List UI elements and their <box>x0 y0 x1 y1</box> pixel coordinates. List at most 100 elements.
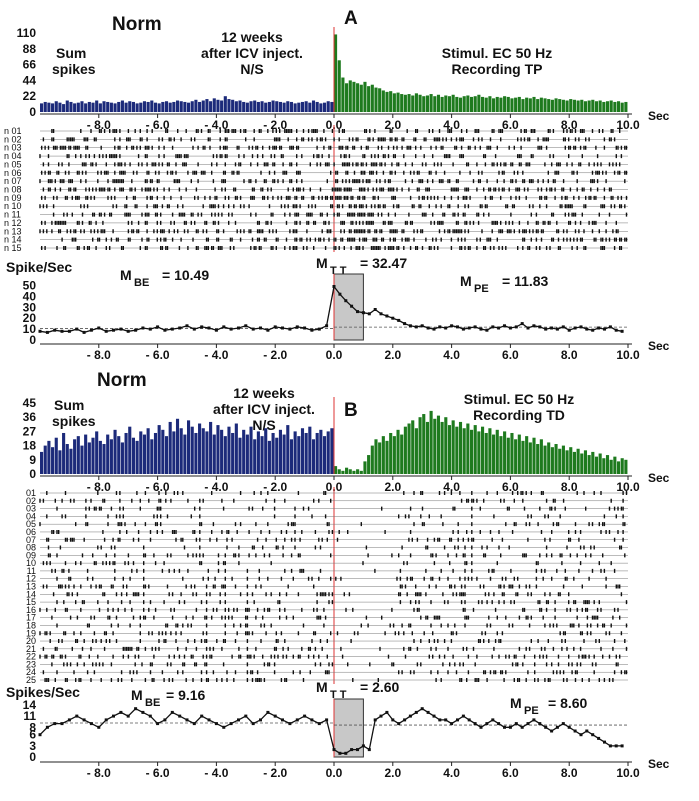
hist-bar-pre <box>209 101 213 112</box>
hist-bar-pre <box>157 103 161 112</box>
hist-bar-post <box>433 418 437 474</box>
hist-bar-post <box>503 431 507 474</box>
hist-bar-pre <box>300 101 305 112</box>
x-tick-label: 4.0 <box>443 480 460 494</box>
x-tick-label: 10.0 <box>616 766 640 780</box>
raster-spike-train <box>41 145 628 150</box>
panel-b-rate-plot <box>38 698 628 758</box>
hist-bar-post <box>598 100 602 112</box>
hist-bar-pre <box>264 428 268 474</box>
x-tick-label: 10.0 <box>616 348 640 362</box>
raster-spike-train <box>41 246 623 250</box>
rate-point <box>491 325 495 329</box>
rate-point <box>432 714 436 718</box>
hist-bar-pre <box>315 101 319 112</box>
hist-bar-post <box>609 459 613 474</box>
x-tick-label: 6.0 <box>502 348 519 362</box>
hist-bar-pre <box>135 103 139 112</box>
hist-bar-pre <box>128 426 132 474</box>
hist-bar-post <box>473 96 477 112</box>
rate-point <box>75 327 79 331</box>
hist-bar-post <box>407 423 411 474</box>
rate-point <box>244 714 248 718</box>
hist-bar-post <box>506 437 510 474</box>
hist-bar-post <box>403 94 407 112</box>
neuron-label: n 13 <box>4 226 22 236</box>
panel-a-label-mid-2: after ICV inject. <box>201 45 303 61</box>
neuron-label: 11 <box>27 566 36 576</box>
hist-bar-post <box>469 429 474 474</box>
rate-ytick-label: 0 <box>29 333 36 347</box>
hist-bar-post <box>565 100 569 112</box>
hist-bar-pre <box>102 101 106 112</box>
rate-point <box>310 328 314 332</box>
rate-point <box>97 725 101 729</box>
hist-bar-pre <box>253 439 257 474</box>
hist-bar-pre <box>311 100 316 112</box>
hist-ytick-label: 22 <box>23 89 37 103</box>
rate-point <box>620 744 624 748</box>
hist-bar-post <box>514 439 518 474</box>
x-tick-label: - 2.0 <box>263 480 287 494</box>
x-tick-label: - 8.0 <box>87 766 111 780</box>
neuron-label: n 01 <box>4 126 22 136</box>
hist-bar-post <box>418 417 422 474</box>
stimulus-window-shading <box>333 698 364 758</box>
rate-point <box>141 710 145 714</box>
hist-bar-post <box>436 415 441 474</box>
rate-point <box>426 710 430 714</box>
raster-spike-train <box>47 545 623 550</box>
hist-bar-post <box>602 101 606 112</box>
neuron-label: 02 <box>26 496 36 506</box>
rate-point <box>295 325 299 329</box>
hist-bar-post <box>605 455 610 474</box>
neuron-label: 12 <box>26 574 36 584</box>
hist-bar-post <box>411 420 415 474</box>
rate-point <box>538 325 542 329</box>
hist-bar-post <box>367 455 371 474</box>
rate-point <box>438 325 442 329</box>
hist-bar-pre <box>146 428 150 474</box>
raster-spike-train <box>51 129 621 133</box>
rate-point <box>373 308 377 311</box>
rate-point <box>444 326 448 330</box>
hist-bar-post <box>594 456 599 474</box>
hist-bar-post <box>532 96 536 112</box>
hist-bar-post <box>484 97 488 112</box>
x-tick-label: - 8.0 <box>87 480 111 494</box>
rate-point <box>573 729 577 733</box>
hist-bar-post <box>495 429 499 474</box>
x-tick-label: 10.0 <box>616 480 640 494</box>
raster-spike-train <box>39 229 619 234</box>
hist-bar-pre <box>227 99 231 112</box>
rate-point <box>317 722 321 726</box>
hist-bar-pre <box>87 101 91 112</box>
x-tick-label: - 4.0 <box>204 766 228 780</box>
hist-bar-post <box>345 467 349 474</box>
hist-bar-post <box>510 432 514 474</box>
neuron-label: 17 <box>26 613 36 623</box>
neuron-label: 21 <box>26 644 36 654</box>
rate-point <box>608 325 612 329</box>
rate-point <box>89 328 93 332</box>
hist-bar-post <box>620 102 624 112</box>
hist-bar-pre <box>58 102 62 112</box>
neuron-label: 25 <box>26 675 36 685</box>
rate-point <box>514 722 518 726</box>
raster-spike-train <box>47 553 626 558</box>
rate-point <box>222 725 226 729</box>
raster-spike-train <box>39 607 619 612</box>
hist-bar-pre <box>209 421 213 474</box>
x-tick-label: 8.0 <box>561 118 578 132</box>
x-tick-label: - 2.0 <box>263 348 287 362</box>
hist-bar-pre <box>286 101 290 112</box>
raster-spike-train <box>51 615 621 620</box>
raster-spike-train <box>42 561 612 566</box>
rate-point <box>426 326 430 330</box>
hist-bar-pre <box>157 425 161 474</box>
hist-bar-pre <box>194 99 198 112</box>
hist-bar-pre <box>51 447 55 474</box>
rate-point <box>214 328 218 332</box>
hist-bar-pre <box>139 431 143 474</box>
rate-point <box>185 324 189 328</box>
